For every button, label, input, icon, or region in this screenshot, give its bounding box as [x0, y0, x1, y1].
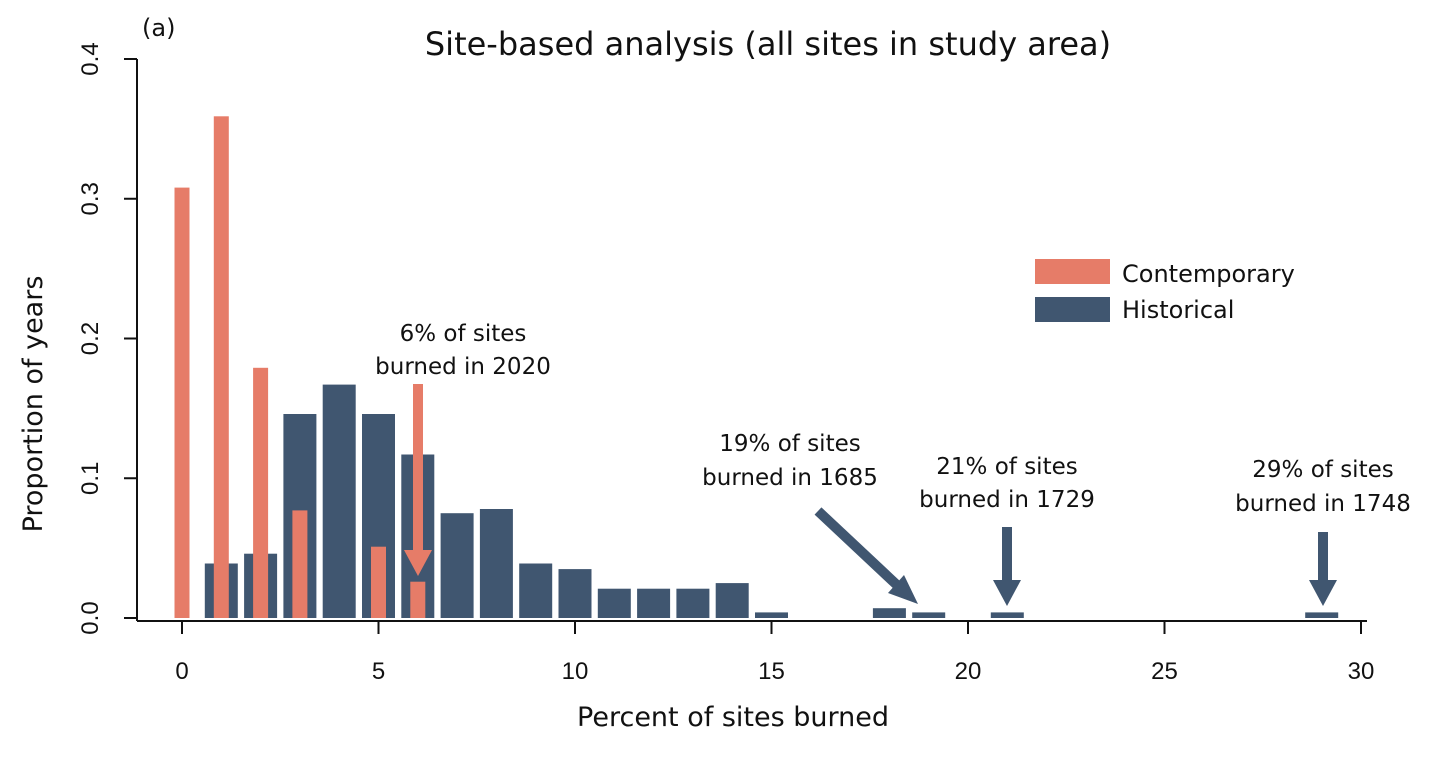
- annotation-1748: 29% of sites burned in 1748: [1235, 457, 1411, 606]
- bar-contemporary-x1: [213, 116, 229, 619]
- bar-historical-x12: [637, 588, 671, 618]
- y-tick-label-1: 0.1: [77, 462, 104, 495]
- bar-historical-x4: [322, 384, 356, 618]
- y-tick-label-2: 0.2: [77, 322, 104, 355]
- chart-title: Site-based analysis (all sites in study …: [425, 25, 1111, 63]
- legend: Contemporary Historical: [1035, 259, 1295, 324]
- y-axis-title: Proportion of years: [18, 276, 49, 533]
- legend-label-historical: Historical: [1122, 296, 1234, 324]
- legend-label-contemporary: Contemporary: [1122, 260, 1295, 288]
- annotation-1685-line-2: burned in 1685: [702, 465, 878, 491]
- legend-swatch-historical: [1035, 297, 1110, 322]
- annotation-1729-arrow-head: [993, 580, 1021, 606]
- bar-historical-x21: [990, 612, 1024, 618]
- x-axis-ticks: 0 5 10 15 20 25 30: [175, 621, 1374, 685]
- bar-contemporary-x5: [371, 546, 386, 618]
- annotation-2020-line-2: burned in 2020: [375, 354, 551, 380]
- bar-historical-x15: [755, 612, 788, 618]
- panel-label: (a): [142, 14, 175, 42]
- annotation-2020: 6% of sites burned in 2020: [375, 321, 551, 576]
- bar-historical-x9: [519, 563, 553, 618]
- x-tick-label-25: 25: [1151, 658, 1178, 685]
- bar-historical-x13: [676, 588, 710, 618]
- annotation-1729-line-2: burned in 1729: [919, 487, 1095, 513]
- contemporary-bars: [174, 116, 426, 619]
- bar-contemporary-x2: [253, 367, 269, 618]
- annotation-1685-arrow-shaft: [814, 507, 902, 590]
- x-tick-label-0: 0: [175, 658, 188, 685]
- bar-historical-x8: [479, 509, 513, 618]
- x-tick-label-30: 30: [1348, 658, 1375, 685]
- annotation-1748-line-2: burned in 1748: [1235, 491, 1411, 517]
- y-tick-label-4: 0.4: [77, 42, 104, 75]
- bar-historical-x14: [715, 583, 749, 618]
- annotation-1748-line-1: 29% of sites: [1252, 457, 1393, 483]
- x-tick-label-15: 15: [758, 658, 785, 685]
- bar-historical-x10: [558, 569, 592, 618]
- annotation-1729: 21% of sites burned in 1729: [919, 454, 1095, 606]
- bar-historical-x29: [1305, 612, 1339, 618]
- y-tick-label-0: 0.0: [77, 601, 104, 634]
- annotation-1685-line-1: 19% of sites: [719, 431, 860, 457]
- annotation-2020-arrow-head: [404, 550, 432, 576]
- bar-historical-x7: [440, 513, 474, 618]
- annotation-1748-arrow-head: [1309, 580, 1337, 606]
- bar-historical-x11: [597, 588, 631, 618]
- legend-swatch-contemporary: [1035, 259, 1110, 284]
- y-axis-ticks: 0.0 0.1 0.2 0.3 0.4: [77, 42, 137, 635]
- bar-contemporary-x3: [292, 510, 308, 618]
- annotation-1685: 19% of sites burned in 1685: [702, 431, 918, 604]
- bar-historical-x18: [872, 608, 906, 618]
- bar-contemporary-x6: [410, 581, 426, 618]
- x-axis-title: Percent of sites burned: [577, 702, 889, 733]
- y-tick-label-3: 0.3: [77, 182, 104, 215]
- annotation-2020-line-1: 6% of sites: [400, 321, 527, 347]
- x-tick-label-10: 10: [562, 658, 589, 685]
- annotation-1729-line-1: 21% of sites: [936, 454, 1077, 480]
- bar-historical-x19: [912, 612, 946, 618]
- x-tick-label-20: 20: [955, 658, 982, 685]
- annotation-1685-arrow-head: [888, 575, 918, 604]
- bar-contemporary-x0: [174, 187, 190, 618]
- x-tick-label-5: 5: [372, 658, 385, 685]
